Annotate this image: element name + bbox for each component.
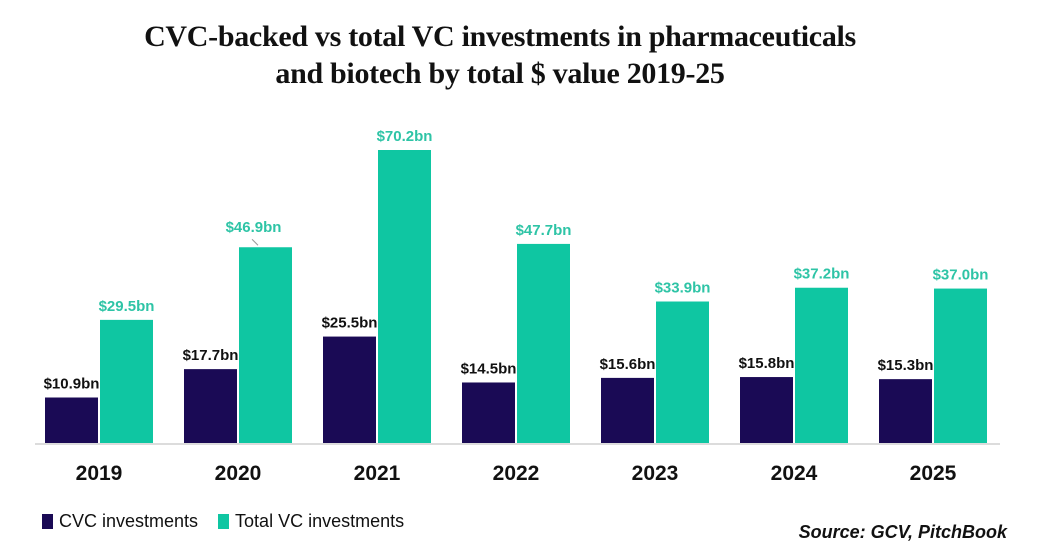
total-value-label-2022: $47.7bn	[516, 222, 572, 239]
cvc-value-label-2024: $15.8bn	[739, 355, 795, 372]
total-bar-2024	[795, 287, 848, 443]
x-tick-labels-group: 2019 2020 2021 2022 2023 2024 2025	[76, 462, 957, 485]
leader-line-2020	[251, 238, 259, 246]
cvc-bar-2023	[601, 377, 654, 443]
legend: CVC investments Total VC investments	[42, 511, 424, 532]
cvc-value-label-2025: $15.3bn	[878, 357, 934, 374]
chart-title-line-2: and biotech by total $ value 2019-25	[275, 57, 725, 90]
cvc-value-label-2021: $25.5bn	[322, 315, 378, 332]
total-value-label-2024: $37.2bn	[794, 266, 850, 283]
total-value-label-2021: $70.2bn	[377, 128, 433, 145]
cvc-value-label-2019: $10.9bn	[44, 376, 100, 393]
x-tick-label-2023: 2023	[632, 462, 679, 485]
value-labels-group: $10.9bn $29.5bn $17.7bn $46.9bn $25.5bn $70.2…	[44, 128, 989, 393]
chart-title-line-1: CVC-backed vs total VC investments in ph…	[144, 20, 856, 53]
cvc-value-label-2023: $15.6bn	[600, 356, 656, 373]
cvc-bar-2021	[323, 336, 376, 443]
source-note: Source: GCV, PitchBook	[798, 522, 1007, 542]
total-value-label-2023: $33.9bn	[655, 280, 711, 297]
legend-label-total: Total VC investments	[235, 511, 405, 531]
legend-swatch-cvc	[42, 514, 53, 529]
cvc-bar-2022	[462, 382, 515, 443]
total-bar-2025	[934, 288, 987, 443]
total-bar-2023	[656, 301, 709, 443]
total-bar-2019	[100, 319, 153, 443]
legend-swatch-total	[218, 514, 230, 529]
cvc-value-label-2020: $17.7bn	[183, 347, 239, 364]
total-bar-2022	[517, 243, 570, 443]
legend-label-cvc: CVC investments	[59, 511, 199, 531]
cvc-bar-2019	[45, 397, 98, 443]
cvc-bar-2020	[184, 369, 237, 443]
total-bar-2020	[239, 247, 292, 443]
bars-group	[45, 150, 987, 443]
total-value-label-2025: $37.0bn	[933, 267, 989, 284]
x-tick-label-2019: 2019	[76, 462, 123, 485]
cvc-value-label-2022: $14.5bn	[461, 360, 517, 377]
x-tick-label-2024: 2024	[771, 462, 818, 485]
legend-item-total: Total VC investments	[218, 511, 404, 532]
cvc-bar-2025	[879, 379, 932, 443]
x-tick-label-2021: 2021	[354, 462, 401, 485]
x-tick-label-2020: 2020	[215, 462, 262, 485]
legend-item-cvc: CVC investments	[42, 511, 198, 532]
x-tick-label-2025: 2025	[910, 462, 957, 485]
total-bar-2021	[378, 150, 431, 443]
chart-title: CVC-backed vs total VC investments in ph…	[0, 18, 1000, 92]
total-value-label-2020: $46.9bn	[226, 219, 282, 236]
cvc-bar-2024	[740, 377, 793, 443]
bar-chart: $10.9bn $29.5bn $17.7bn $46.9bn $25.5bn $70.2…	[35, 128, 1000, 485]
x-tick-label-2022: 2022	[493, 462, 540, 485]
total-value-label-2019: $29.5bn	[99, 298, 155, 315]
